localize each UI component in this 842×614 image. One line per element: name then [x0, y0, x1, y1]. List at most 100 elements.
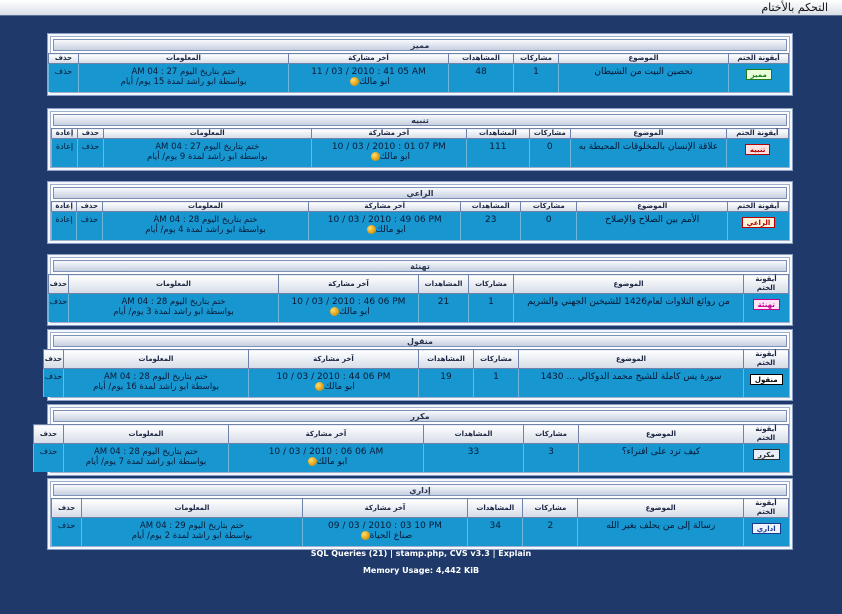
- section-title: الراعي: [53, 187, 787, 199]
- table-row: تهنئة من روائع التلاوات لعام1426 للشيخين…: [48, 293, 789, 322]
- stamp-table: أيقونة الختم الموضوع مشاركات المشاهدات آ…: [50, 201, 789, 240]
- last-post-username[interactable]: ابو مالك: [375, 225, 406, 235]
- col-header-subject: الموضوع: [575, 201, 729, 212]
- restore-link[interactable]: إعادة: [50, 211, 77, 240]
- col-header-last-post: آخر مشاركة: [310, 128, 468, 139]
- col-header-delete: حذف: [43, 349, 64, 369]
- col-header-last-post: آخر مشاركة: [248, 349, 419, 369]
- col-header-last-post: آخر مشاركة: [278, 274, 419, 294]
- table-row: الراعي الأمم بين الصلاح والإصلاح 0 23 10…: [50, 211, 789, 240]
- stamp-date-info: ختم بتاريخ اليوم 28 : 04 AM: [153, 215, 258, 225]
- last-post-date: 11 / 03 / 2010 : 41 05 AM: [311, 67, 426, 77]
- stamp-date-info: ختم بتاريخ اليوم 28 : 04 AM: [121, 297, 226, 307]
- posts-count: 0: [528, 138, 571, 167]
- last-post-username[interactable]: ابو مالك: [379, 152, 411, 162]
- last-post-user[interactable]: صناع الحياة: [303, 531, 467, 541]
- delete-link[interactable]: حذف: [50, 517, 82, 546]
- last-post-date: 10 / 03 / 2010 : 49 06 PM: [327, 215, 442, 225]
- col-header-views: المشاهدات: [448, 53, 514, 64]
- views-count: 48: [448, 63, 514, 92]
- col-header-views: المشاهدات: [418, 349, 474, 369]
- section-title: إداري: [53, 484, 787, 496]
- footer-memory-usage: Memory Usage: 4,442 KiB: [362, 566, 480, 575]
- section-frame: الراعي أيقونة الختم الموضوع مشاركات المش…: [50, 184, 790, 241]
- delete-link[interactable]: حذف: [43, 368, 64, 397]
- last-post-user[interactable]: ابو مالك: [229, 457, 423, 467]
- stamp-by-info: بواسطة ابو راشد لمدة 4 يوم/ أيام: [145, 225, 266, 235]
- last-post-cell: 11 / 03 / 2010 : 41 05 AM ابو مالك: [288, 63, 449, 92]
- last-post-cell: 10 / 03 / 2010 : 06 06 AM ابو مالك: [228, 443, 424, 472]
- stamp-by-info: بواسطة ابو راشد لمدة 9 يوم/ أيام: [146, 152, 268, 162]
- last-post-date: 10 / 03 / 2010 : 06 06 AM: [268, 447, 384, 457]
- col-header-restore: إعادة: [50, 201, 78, 212]
- section-title: مميز: [53, 39, 787, 51]
- stamp-section: مكرر أيقونة الختم الموضوع مشاركات المشاه…: [33, 404, 793, 476]
- topic-link[interactable]: تحصين البيت من الشيطان: [558, 63, 729, 92]
- table-row: تنبيه علاقة الإنسان بالمخلوقات المحيطة ب…: [51, 138, 789, 167]
- stamp-by-info: بواسطة ابو راشد لمدة 2 يوم/ أيام: [131, 531, 253, 541]
- delete-link[interactable]: حذف: [76, 211, 103, 240]
- col-header-views: المشاهدات: [418, 274, 469, 294]
- restore-link[interactable]: إعادة: [51, 138, 78, 167]
- topic-link[interactable]: رسالة إلى من يحلف بغير الله: [577, 517, 744, 546]
- last-post-username[interactable]: ابو مالك: [316, 457, 348, 467]
- stamp-date-info: ختم بتاريخ اليوم 29 : 04 AM: [139, 521, 244, 531]
- col-header-subject: الموضوع: [570, 128, 727, 139]
- stamp-icon-cell: مكرر: [743, 443, 789, 472]
- user-icon: [350, 77, 360, 86]
- topic-link[interactable]: الأمم بين الصلاح والإصلاح: [575, 211, 728, 240]
- col-header-last-post: آخر مشاركة: [308, 201, 461, 212]
- topic-link[interactable]: من روائع التلاوات لعام1426 للشيخين الجهن…: [513, 293, 744, 322]
- last-post-username[interactable]: ابو مالك: [359, 77, 390, 87]
- delete-link[interactable]: حذف: [48, 63, 79, 92]
- last-post-user[interactable]: ابو مالك: [312, 152, 467, 162]
- stamp-section: إداري أيقونة الختم الموضوع مشاركات المشا…: [47, 478, 793, 550]
- last-post-username[interactable]: ابو مالك: [324, 382, 355, 392]
- stamp-table: أيقونة الختم الموضوع مشاركات المشاهدات آ…: [48, 53, 789, 92]
- table-row: مميز تحصين البيت من الشيطان 1 48 11 / 03…: [48, 63, 789, 92]
- posts-count: 0: [520, 211, 577, 240]
- stamp-badge: مميز: [745, 69, 772, 80]
- section-frame: مكرر أيقونة الختم الموضوع مشاركات المشاه…: [33, 407, 790, 473]
- col-header-icon: أيقونة الختم: [743, 424, 789, 444]
- last-post-user[interactable]: ابو مالك: [289, 77, 448, 87]
- col-header-delete: حذف: [50, 498, 83, 518]
- delete-link[interactable]: حذف: [33, 443, 64, 472]
- last-post-user[interactable]: ابو مالك: [279, 307, 418, 317]
- stamp-by-info: بواسطة ابو راشد لمدة 3 يوم/ أيام: [113, 307, 234, 317]
- last-post-user[interactable]: ابو مالك: [309, 225, 459, 235]
- col-header-views: المشاهدات: [466, 128, 530, 139]
- table-header-row: أيقونة الختم الموضوع مشاركات المشاهدات آ…: [50, 201, 789, 212]
- col-header-delete: حذف: [33, 424, 64, 444]
- last-post-cell: 10 / 03 / 2010 : 49 06 PM ابو مالك: [308, 211, 461, 240]
- col-header-info: المعلومات: [78, 53, 289, 64]
- col-header-info: المعلومات: [63, 349, 249, 369]
- col-header-info: المعلومات: [68, 274, 279, 294]
- stamp-info-cell: ختم بتاريخ اليوم 28 : 04 AM بواسطة ابو ر…: [101, 211, 309, 240]
- col-header-posts: مشاركات: [468, 274, 514, 294]
- last-post-username[interactable]: ابو مالك: [339, 307, 370, 317]
- delete-link[interactable]: حذف: [48, 293, 69, 322]
- topic-link[interactable]: كيف ترد على افتراء؟: [578, 443, 744, 472]
- stamp-icon-cell: تهنئة: [743, 293, 789, 322]
- table-row: اداري رسالة إلى من يحلف بغير الله 2 34 0…: [50, 517, 789, 546]
- user-icon: [366, 225, 376, 234]
- stamp-icon-cell: اداري: [742, 517, 789, 546]
- last-post-date: 10 / 03 / 2010 : 46 06 PM: [291, 297, 406, 307]
- col-header-last-post: آخر مشاركة: [228, 424, 424, 444]
- stamp-badge: تهنئة: [752, 299, 780, 310]
- col-header-delete: حذف: [48, 274, 69, 294]
- stamp-table: أيقونة الختم الموضوع مشاركات المشاهدات آ…: [43, 349, 789, 397]
- stamp-by-info: بواسطة ابو راشد لمدة 15 يوم/ أيام: [120, 77, 247, 87]
- stamp-info-cell: ختم بتاريخ اليوم 28 : 04 AM بواسطة ابو ر…: [63, 443, 229, 472]
- col-header-views: المشاهدات: [459, 201, 522, 212]
- last-post-username[interactable]: صناع الحياة: [369, 531, 413, 541]
- topic-link[interactable]: سورة يس كاملة للشيخ محمد الدوكالي ... 14…: [518, 368, 744, 397]
- topic-link[interactable]: علاقة الإنسان بالمخلوقات المحيطة به: [570, 138, 727, 167]
- views-count: 33: [423, 443, 524, 472]
- last-post-date: 10 / 03 / 2010 : 44 06 PM: [276, 372, 391, 382]
- delete-link[interactable]: حذف: [76, 138, 104, 167]
- stamp-section: مميز أيقونة الختم الموضوع مشاركات المشاه…: [47, 33, 793, 96]
- col-header-views: المشاهدات: [423, 424, 524, 444]
- last-post-user[interactable]: ابو مالك: [249, 382, 418, 392]
